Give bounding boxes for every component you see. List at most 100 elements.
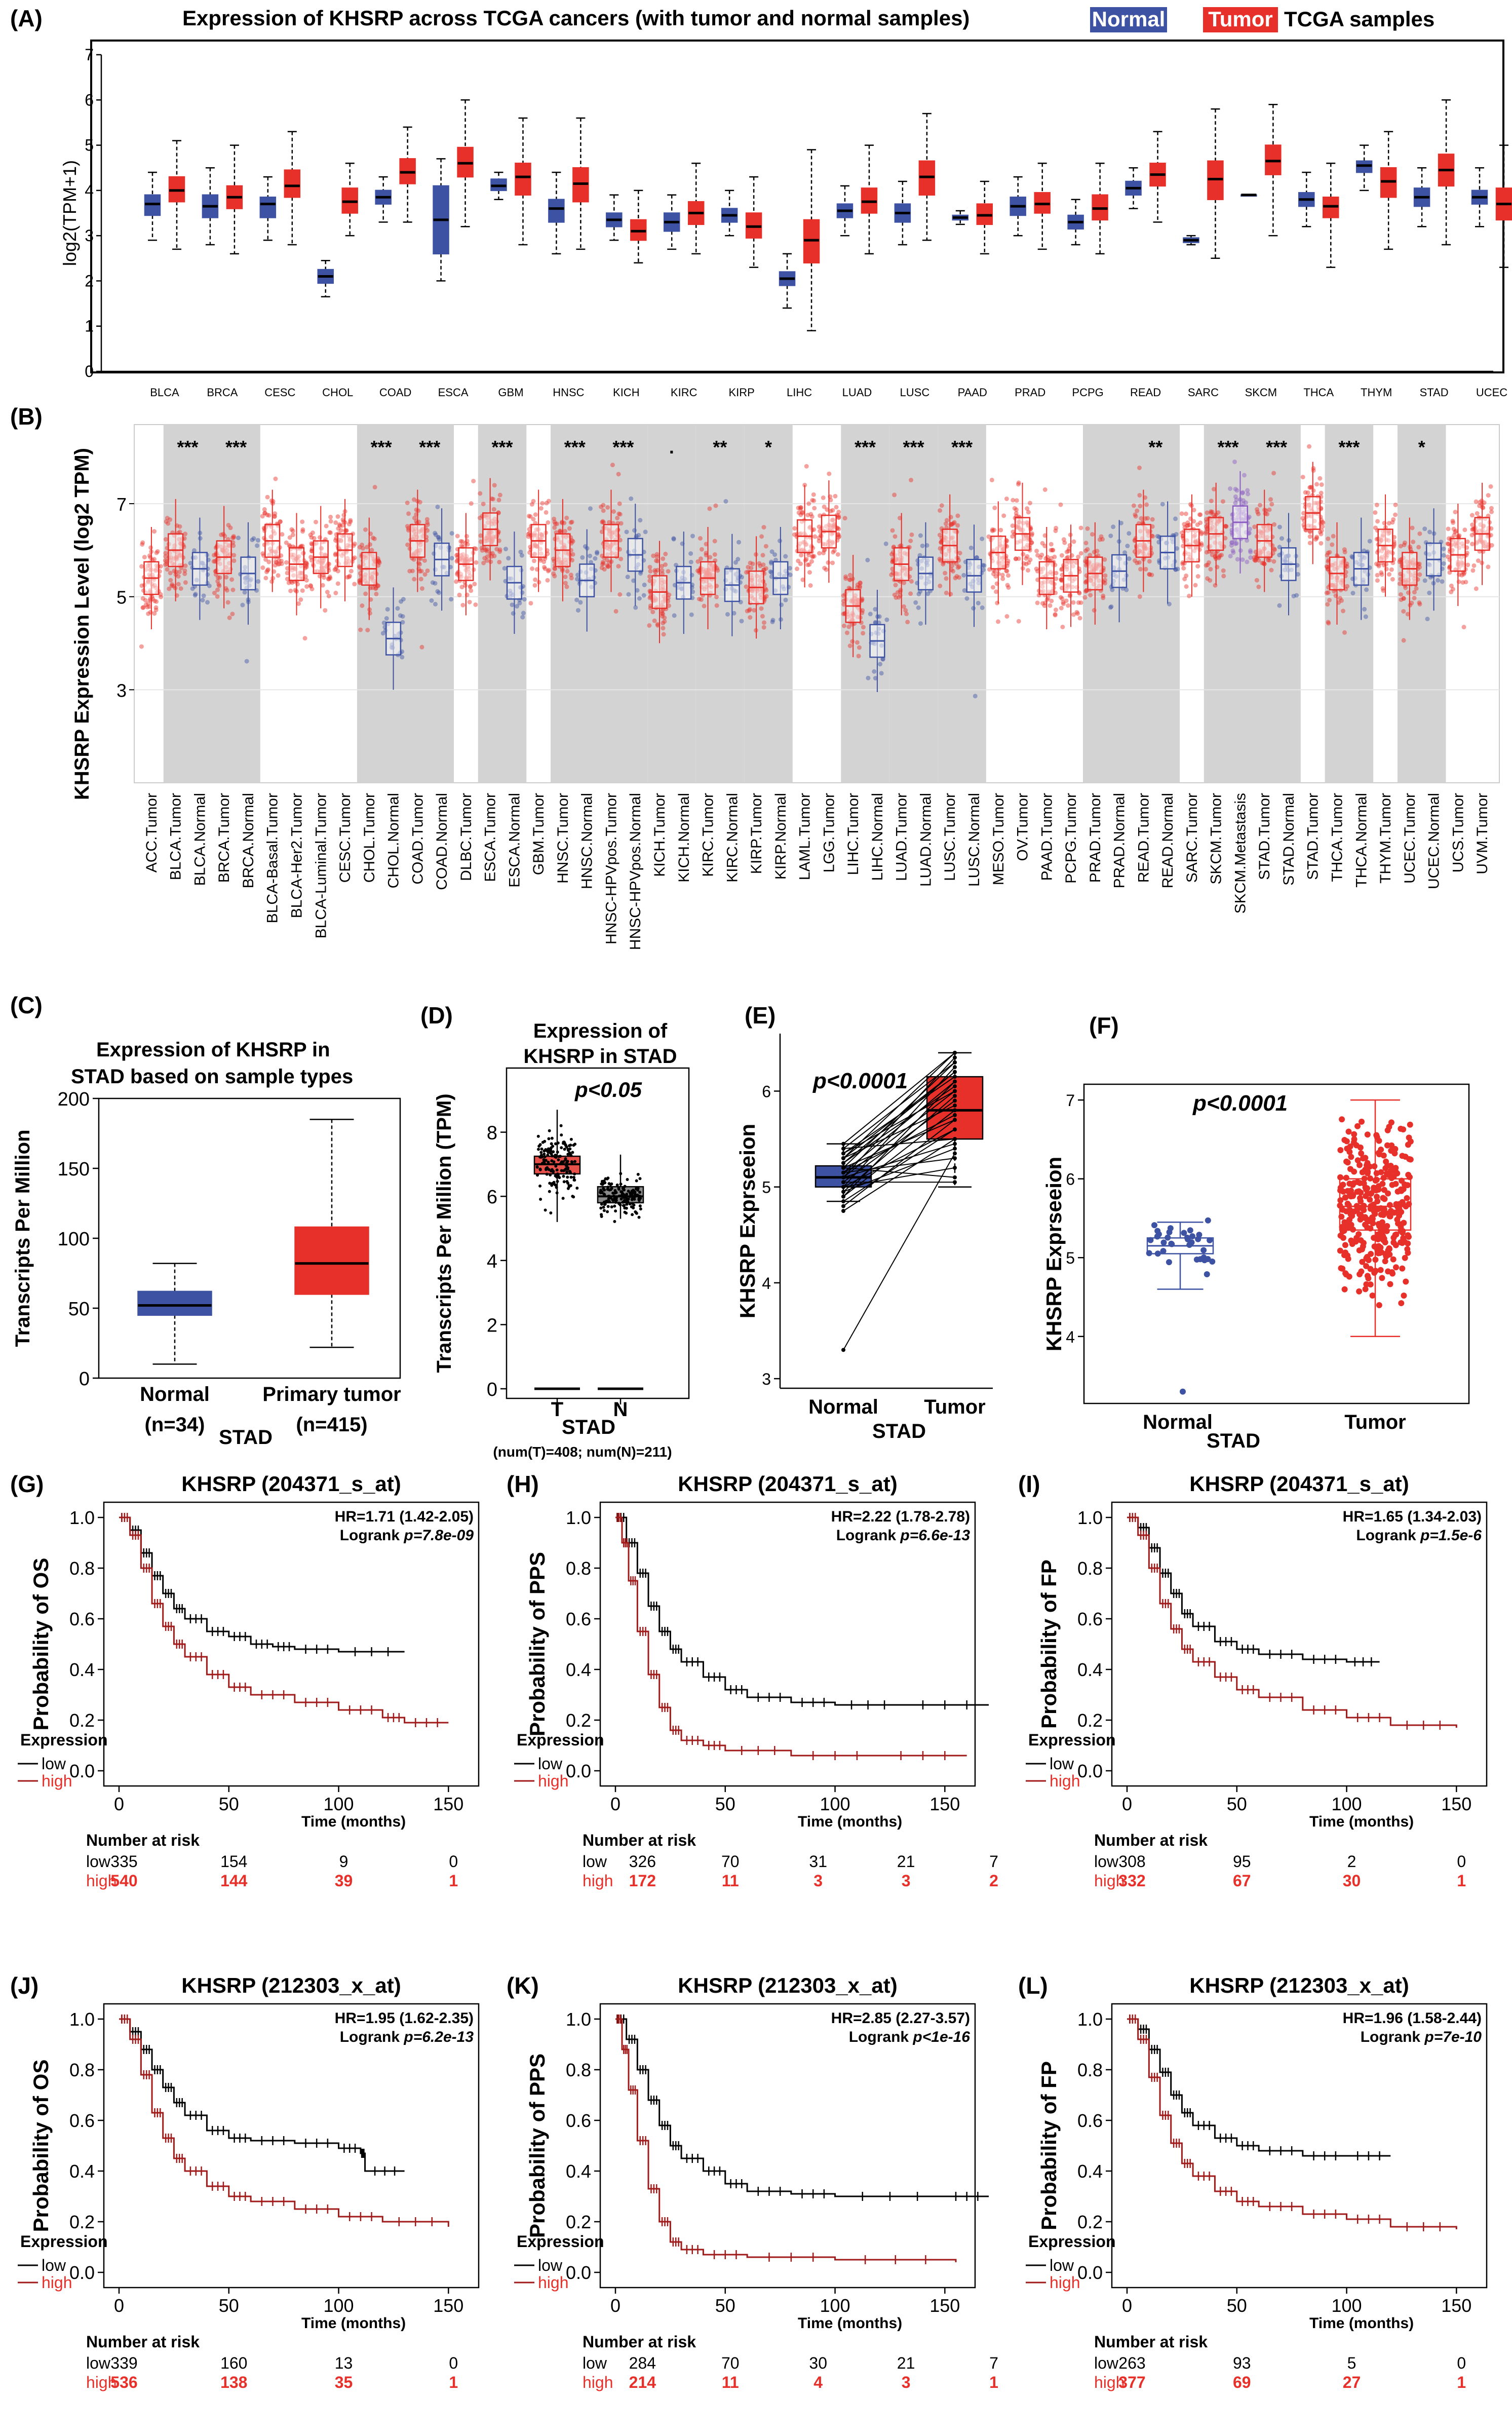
data-point <box>1314 536 1319 541</box>
y-tick-label: 1.0 <box>566 1507 591 1528</box>
data-point <box>1474 586 1479 591</box>
data-point <box>1024 561 1029 566</box>
pair-point <box>841 1170 845 1175</box>
data-point <box>605 505 610 510</box>
data-point <box>616 511 622 516</box>
data-point <box>1373 1176 1380 1183</box>
data-point <box>1242 473 1247 478</box>
data-point <box>533 577 538 582</box>
data-point <box>373 586 378 591</box>
data-point <box>826 560 831 565</box>
data-point <box>146 601 151 606</box>
data-point <box>1361 1175 1368 1182</box>
data-point <box>1199 543 1204 548</box>
data-point <box>1347 1189 1353 1196</box>
data-point <box>600 559 605 564</box>
data-point <box>1240 557 1245 562</box>
data-point <box>262 511 267 516</box>
data-point <box>1462 527 1467 533</box>
data-point <box>616 472 621 477</box>
data-point <box>1247 526 1252 531</box>
data-point <box>688 551 693 556</box>
data-point <box>158 564 163 569</box>
data-point <box>1441 553 1446 558</box>
data-point <box>1165 1234 1171 1241</box>
data-point <box>1389 1270 1396 1277</box>
pair-line <box>843 1105 955 1159</box>
data-point <box>1182 525 1187 530</box>
data-point <box>1374 1198 1381 1204</box>
data-point <box>227 615 232 620</box>
x-tick-label: STAD.Tumor <box>1305 793 1322 880</box>
data-point <box>1277 524 1282 529</box>
data-point <box>688 559 693 564</box>
y-axis-label: KHSRP Exprseeion <box>735 1124 759 1318</box>
data-point <box>948 522 953 527</box>
data-point <box>842 516 847 521</box>
data-point <box>535 1165 539 1169</box>
data-point <box>1291 593 1296 598</box>
data-point <box>1358 1237 1364 1243</box>
curve-high <box>1127 1516 1457 1728</box>
data-point <box>1314 482 1320 487</box>
data-point <box>497 549 502 554</box>
data-point <box>312 536 317 541</box>
data-point <box>1307 528 1312 534</box>
data-point <box>364 545 369 550</box>
data-point <box>633 1192 637 1196</box>
chart-title: Expression of KHSRP in <box>96 1039 330 1061</box>
data-point <box>417 562 422 567</box>
data-point <box>219 533 224 538</box>
data-point <box>1263 508 1268 513</box>
data-point <box>660 571 665 576</box>
data-point <box>542 1149 546 1153</box>
data-point <box>300 529 305 534</box>
data-point <box>1204 1271 1210 1277</box>
data-point <box>1035 568 1040 574</box>
data-point <box>1357 1216 1364 1223</box>
data-point <box>1053 607 1058 613</box>
data-point <box>303 574 308 579</box>
data-point <box>617 592 623 597</box>
data-point <box>140 596 145 601</box>
data-point <box>1173 516 1178 521</box>
data-point <box>639 1207 642 1211</box>
data-point <box>949 563 954 568</box>
data-point <box>358 627 363 632</box>
x-tick-label: STAD <box>1420 386 1449 399</box>
data-point <box>715 566 720 571</box>
data-point <box>1364 1131 1371 1138</box>
data-point <box>337 522 342 527</box>
data-point <box>764 588 769 593</box>
data-point <box>1342 547 1347 552</box>
data-point <box>620 1190 624 1194</box>
y-tick-label: 1 <box>85 317 94 335</box>
data-point <box>425 522 430 527</box>
data-point <box>1160 502 1165 507</box>
pair-line <box>843 1153 955 1350</box>
data-point <box>1097 537 1102 542</box>
data-point <box>1229 543 1234 548</box>
data-point <box>1271 559 1276 564</box>
data-point <box>564 515 569 520</box>
data-point <box>376 563 381 568</box>
data-point <box>689 612 694 617</box>
data-point <box>1398 572 1403 577</box>
data-point <box>1405 612 1410 617</box>
data-point <box>580 555 585 560</box>
data-point <box>1307 444 1312 449</box>
data-point <box>624 1199 627 1203</box>
significance-mark: ** <box>1148 437 1162 458</box>
data-point <box>1054 571 1059 576</box>
data-point <box>570 1160 574 1164</box>
data-point <box>1486 564 1491 569</box>
x-tick-label: 50 <box>1227 1794 1247 1814</box>
data-point <box>560 1146 563 1150</box>
significance-mark: *** <box>1338 437 1360 458</box>
data-point <box>465 542 470 547</box>
data-point <box>1143 516 1148 521</box>
data-point <box>654 552 660 557</box>
data-point <box>602 1205 605 1209</box>
data-point <box>1122 550 1128 555</box>
data-point <box>1387 1281 1393 1287</box>
